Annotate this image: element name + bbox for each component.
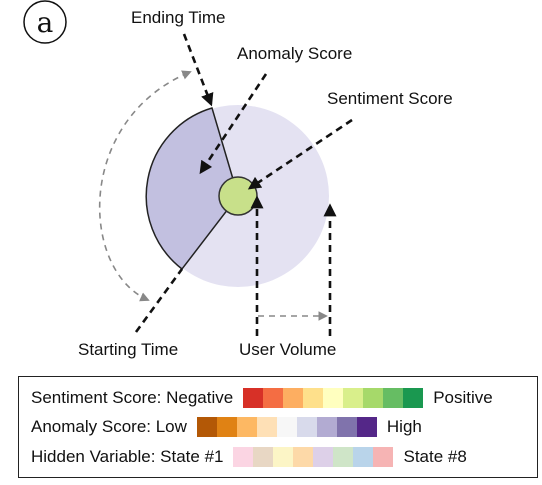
legend-hidden-end: State #8	[403, 447, 467, 466]
color-swatch	[353, 447, 374, 467]
panel-label: a	[37, 6, 54, 39]
glyph-diagram: a Ending Time Anomaly Score Sentiment Sc…	[23, 0, 453, 359]
color-swatch	[293, 447, 314, 467]
sentiment-center-circle	[218, 176, 258, 216]
sentiment-score-arrow	[247, 118, 353, 190]
label-starting-time: Starting Time	[78, 340, 178, 359]
color-swatch	[216, 417, 237, 437]
legend-row-sentiment: Sentiment Score: Negative Positive	[31, 386, 493, 410]
color-swatch	[236, 417, 257, 437]
color-swatch	[303, 388, 324, 408]
color-swatch	[313, 447, 334, 467]
anomaly-color-scale	[196, 417, 377, 437]
legend-sentiment-label: Sentiment Score: Negative	[31, 388, 234, 407]
panel-label-circle	[23, 0, 67, 44]
label-ending-time: Ending Time	[131, 8, 226, 27]
legend-anomaly-end: High	[386, 417, 422, 436]
color-swatch	[256, 417, 277, 437]
legend-anomaly-label: Anomaly Score: Low	[31, 417, 187, 436]
color-swatch	[233, 447, 254, 467]
legend: Sentiment Score: Negative Positive Anoma…	[18, 376, 538, 478]
color-swatch	[253, 447, 274, 467]
color-swatch	[243, 388, 264, 408]
hidden-variable-color-scale	[233, 447, 394, 467]
color-swatch	[316, 417, 337, 437]
color-swatch	[336, 417, 357, 437]
label-user-volume: User Volume	[239, 340, 336, 359]
color-swatch	[323, 388, 344, 408]
legend-sentiment-end: Positive	[433, 388, 493, 407]
color-swatch	[273, 447, 294, 467]
label-sentiment-score: Sentiment Score	[327, 89, 453, 108]
legend-row-anomaly: Anomaly Score: Low High	[31, 415, 422, 439]
color-swatch	[373, 447, 394, 467]
color-swatch	[296, 417, 317, 437]
color-swatch	[333, 447, 354, 467]
color-swatch	[363, 388, 384, 408]
color-swatch	[383, 388, 404, 408]
sentiment-color-scale	[243, 388, 424, 408]
color-swatch	[263, 388, 284, 408]
anomaly-score-arrow	[199, 73, 268, 175]
color-swatch	[403, 388, 424, 408]
color-swatch	[343, 388, 364, 408]
legend-hidden-label: Hidden Variable: State #1	[31, 447, 224, 466]
legend-row-hidden: Hidden Variable: State #1 State #8	[31, 445, 467, 469]
ending-time-arrow	[182, 33, 214, 107]
color-swatch	[276, 417, 297, 437]
time-direction-arrow	[99, 70, 192, 302]
color-swatch	[196, 417, 217, 437]
color-swatch	[283, 388, 304, 408]
label-anomaly-score: Anomaly Score	[237, 44, 352, 63]
color-swatch	[356, 417, 377, 437]
starting-time-line	[134, 268, 184, 333]
